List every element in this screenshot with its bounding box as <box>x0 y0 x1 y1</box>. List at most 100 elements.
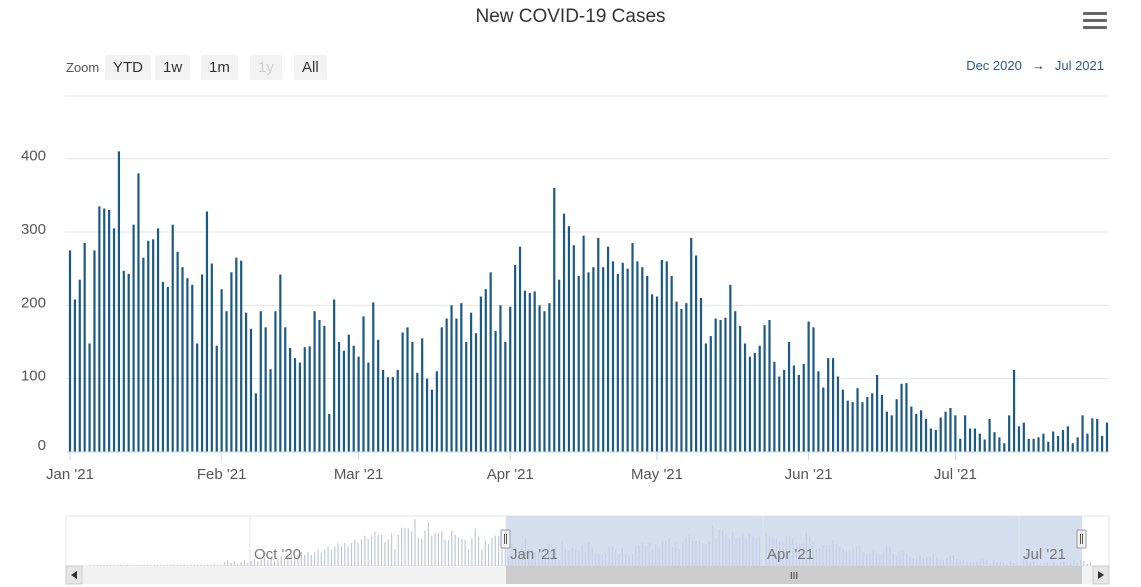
bar[interactable] <box>484 289 487 452</box>
bar[interactable] <box>797 375 800 452</box>
bar[interactable] <box>127 273 130 452</box>
bar[interactable] <box>699 298 703 452</box>
bar[interactable] <box>88 343 91 452</box>
bar[interactable] <box>890 415 893 452</box>
bar[interactable] <box>215 345 218 452</box>
bar[interactable] <box>1022 422 1025 452</box>
bar[interactable] <box>553 188 556 452</box>
bar[interactable] <box>665 261 668 452</box>
bar[interactable] <box>758 345 761 452</box>
bar[interactable] <box>660 259 663 452</box>
bar[interactable] <box>1101 435 1104 452</box>
bar[interactable] <box>455 318 458 452</box>
bar[interactable] <box>983 439 986 452</box>
bar[interactable] <box>186 278 189 452</box>
bar[interactable] <box>440 327 443 452</box>
bar[interactable] <box>470 312 473 452</box>
bar[interactable] <box>841 389 844 452</box>
bar[interactable] <box>998 437 1001 452</box>
bar[interactable] <box>783 369 786 452</box>
navigator[interactable]: Oct '20 Jan '21 Apr '21 Jul '21 III <box>65 515 1110 585</box>
bar[interactable] <box>548 303 551 452</box>
bar[interactable] <box>196 343 199 452</box>
bar[interactable] <box>523 290 527 452</box>
bar[interactable] <box>773 361 776 452</box>
bar[interactable] <box>900 383 903 452</box>
bar[interactable] <box>279 274 282 452</box>
bar[interactable] <box>577 276 580 452</box>
bar[interactable] <box>1052 431 1055 452</box>
bar[interactable] <box>122 270 125 452</box>
bar[interactable] <box>337 342 341 452</box>
bar[interactable] <box>949 408 952 452</box>
bar[interactable] <box>636 261 639 452</box>
bar[interactable] <box>1037 437 1040 452</box>
bar[interactable] <box>675 301 678 452</box>
bar[interactable] <box>112 228 116 452</box>
bar[interactable] <box>391 377 394 452</box>
bar[interactable] <box>328 413 331 452</box>
bar[interactable] <box>381 369 385 452</box>
bar[interactable] <box>445 318 448 452</box>
scrollbar-thumb[interactable] <box>506 566 1082 584</box>
bar[interactable] <box>734 311 737 452</box>
bar[interactable] <box>621 262 624 452</box>
bar[interactable] <box>293 358 297 452</box>
bar[interactable] <box>181 267 184 452</box>
hamburger-menu-icon[interactable] <box>1083 12 1107 32</box>
bar[interactable] <box>386 377 390 452</box>
bar[interactable] <box>377 339 380 452</box>
bar[interactable] <box>709 336 712 452</box>
bar[interactable] <box>880 394 884 452</box>
bar[interactable] <box>778 376 781 452</box>
bar[interactable] <box>117 151 121 452</box>
bar[interactable] <box>812 327 815 452</box>
bar[interactable] <box>650 294 654 452</box>
bar[interactable] <box>333 299 336 452</box>
bar[interactable] <box>171 224 174 452</box>
bar[interactable] <box>205 211 209 452</box>
bar[interactable] <box>323 325 326 452</box>
bar[interactable] <box>1012 369 1016 452</box>
bar[interactable] <box>284 327 287 452</box>
bar[interactable] <box>885 411 888 452</box>
bar[interactable] <box>200 274 204 452</box>
bar[interactable] <box>73 299 76 452</box>
bar[interactable] <box>592 267 595 452</box>
bar[interactable] <box>753 353 756 452</box>
bar[interactable] <box>964 415 967 452</box>
bar[interactable] <box>298 362 301 452</box>
bar[interactable] <box>973 428 977 452</box>
bar[interactable] <box>372 302 375 452</box>
bar[interactable] <box>68 250 72 452</box>
bar[interactable] <box>606 246 610 452</box>
bar[interactable] <box>1032 438 1035 452</box>
bar[interactable] <box>895 399 898 452</box>
zoom-1w-button[interactable]: 1w <box>155 55 191 80</box>
bar[interactable] <box>147 240 150 452</box>
bar[interactable] <box>406 327 409 452</box>
bar[interactable] <box>259 311 262 452</box>
bar[interactable] <box>1027 438 1030 452</box>
bar[interactable] <box>611 261 615 452</box>
bar[interactable] <box>822 387 825 452</box>
bar[interactable] <box>264 327 267 452</box>
range-from[interactable]: Dec 2020 <box>966 58 1022 73</box>
bar[interactable] <box>1081 415 1084 452</box>
bar[interactable] <box>597 237 600 452</box>
bar[interactable] <box>939 417 942 452</box>
bar[interactable] <box>1086 433 1089 452</box>
bar[interactable] <box>342 350 346 452</box>
bar[interactable] <box>626 268 629 452</box>
zoom-1m-button[interactable]: 1m <box>201 55 238 80</box>
bar[interactable] <box>191 284 194 452</box>
bar[interactable] <box>78 279 81 452</box>
bar[interactable] <box>509 306 512 452</box>
bar[interactable] <box>680 309 683 452</box>
bar[interactable] <box>587 272 590 452</box>
bar[interactable] <box>538 305 541 452</box>
bar[interactable] <box>235 257 238 452</box>
bar[interactable] <box>269 369 272 452</box>
bar[interactable] <box>670 276 673 452</box>
bar[interactable] <box>690 237 693 452</box>
